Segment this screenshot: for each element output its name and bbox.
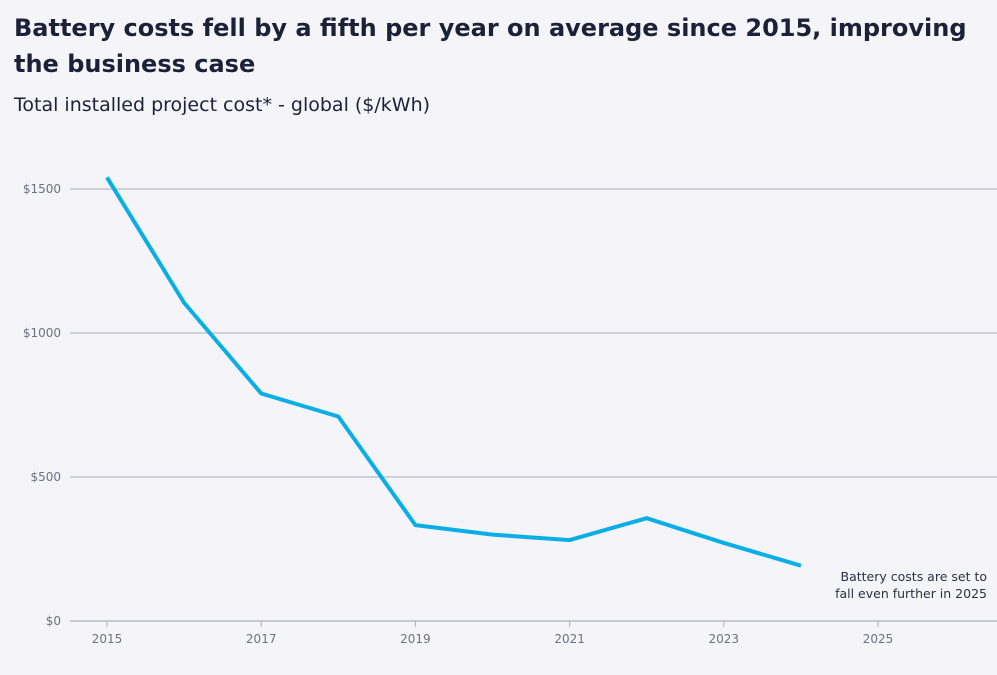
x-tick-label: 2015 bbox=[92, 632, 123, 646]
y-tick-label: $0 bbox=[46, 614, 61, 628]
cost-series-line bbox=[105, 176, 802, 568]
x-tick-label: 2017 bbox=[246, 632, 277, 646]
annotation-line: Battery costs are set to bbox=[841, 569, 987, 584]
y-tick-label: $1000 bbox=[23, 326, 61, 340]
annotation: Battery costs are set to fall even furthe… bbox=[835, 569, 987, 601]
chart-subtitle: Total installed project cost* - global (… bbox=[14, 94, 431, 116]
y-tick-label: $1500 bbox=[23, 182, 61, 196]
x-tick-label: 2021 bbox=[554, 632, 585, 646]
annotation-line: fall even further in 2025 bbox=[835, 586, 987, 601]
chart-title-line-1: Battery costs fell by a fifth per year o… bbox=[14, 14, 967, 42]
chart-title-line-2: the business case bbox=[14, 50, 256, 78]
x-tick-label: 2025 bbox=[863, 632, 894, 646]
x-tick-label: 2019 bbox=[400, 632, 431, 646]
chart-title: Battery costs fell by a fifth per year o… bbox=[14, 10, 997, 82]
x-tick-label: 2023 bbox=[709, 632, 740, 646]
y-tick-label: $500 bbox=[30, 470, 61, 484]
